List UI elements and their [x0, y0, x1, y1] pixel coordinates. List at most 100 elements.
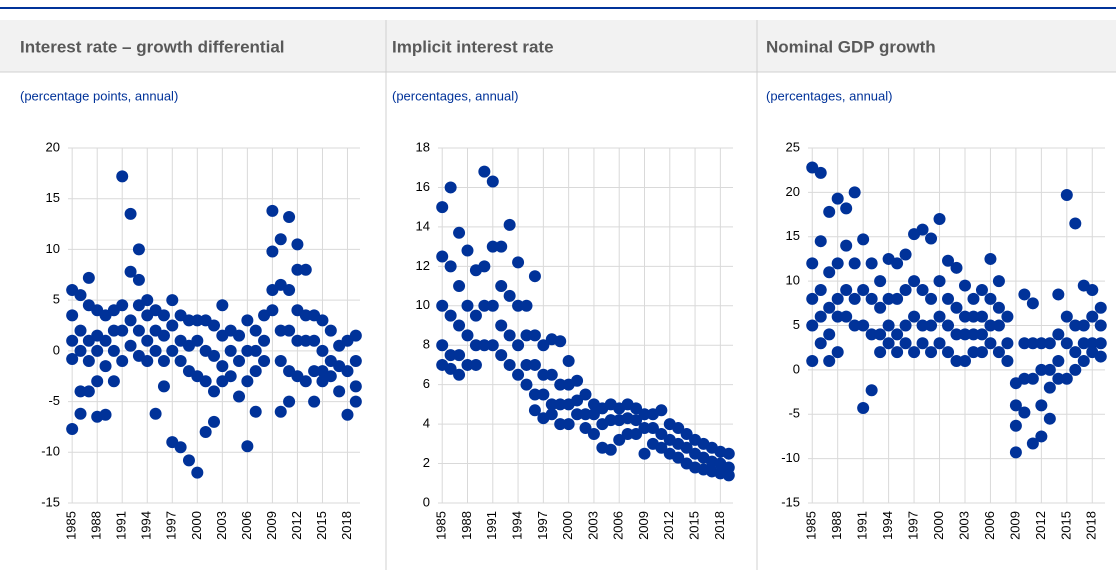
- point: [857, 319, 870, 332]
- point: [495, 240, 508, 253]
- point: [182, 314, 195, 327]
- point: [82, 385, 95, 398]
- point: [992, 319, 1005, 332]
- point: [848, 292, 861, 305]
- point: [266, 245, 279, 258]
- y-tick-label: 15: [46, 190, 60, 205]
- panel-subtitle: (percentages, annual): [766, 88, 892, 103]
- point: [308, 334, 321, 347]
- point: [933, 310, 946, 323]
- point: [469, 309, 482, 322]
- point: [545, 368, 558, 381]
- point: [349, 380, 362, 393]
- x-tick-label: 1997: [906, 511, 921, 540]
- point: [520, 378, 533, 391]
- point: [916, 284, 929, 296]
- point: [1060, 310, 1073, 323]
- x-tick-label: 1997: [535, 511, 550, 540]
- x-tick-label: 2003: [956, 511, 971, 540]
- x-tick-label: 1985: [434, 511, 449, 540]
- point: [453, 226, 466, 239]
- point: [503, 289, 516, 302]
- y-tick-label: 20: [786, 184, 800, 199]
- point: [958, 328, 971, 341]
- point: [141, 334, 154, 347]
- point: [992, 275, 1005, 288]
- x-tick-label: 2003: [585, 511, 600, 540]
- x-tick-label: 1994: [139, 511, 154, 540]
- point: [308, 395, 321, 408]
- point: [680, 441, 693, 454]
- point: [840, 310, 853, 323]
- point: [1009, 399, 1022, 412]
- x-tick-label: 1997: [164, 511, 179, 540]
- panel-subtitle: (percentages, annual): [392, 88, 518, 103]
- point: [840, 202, 853, 215]
- x-tick-label: 2018: [712, 511, 727, 540]
- y-tick-label: 8: [423, 337, 430, 352]
- point: [66, 309, 79, 322]
- point: [444, 309, 457, 322]
- point: [655, 427, 668, 440]
- point: [891, 292, 904, 305]
- point: [967, 310, 980, 323]
- point: [316, 344, 329, 357]
- point: [1009, 446, 1022, 459]
- point: [66, 352, 79, 365]
- point: [141, 355, 154, 367]
- point: [823, 266, 836, 279]
- y-tick-label: -5: [48, 393, 60, 408]
- point: [933, 213, 946, 225]
- point: [975, 310, 988, 323]
- point: [528, 329, 541, 342]
- point: [908, 346, 921, 359]
- point: [967, 328, 980, 341]
- point: [823, 328, 836, 341]
- point: [249, 324, 262, 337]
- x-tick-label: 1988: [829, 511, 844, 540]
- point: [436, 250, 449, 263]
- point: [933, 337, 946, 350]
- y-tick-label: 4: [423, 416, 430, 431]
- x-tick-label: 2003: [214, 511, 229, 540]
- point: [537, 388, 550, 401]
- point: [975, 328, 988, 341]
- point: [587, 427, 600, 440]
- y-tick-label: -15: [781, 494, 800, 509]
- point: [579, 422, 592, 435]
- point: [249, 365, 262, 378]
- point: [621, 427, 634, 440]
- point: [208, 385, 220, 398]
- point: [199, 375, 212, 388]
- point: [831, 257, 844, 270]
- point: [942, 346, 955, 359]
- point: [638, 408, 651, 421]
- point: [992, 346, 1005, 359]
- point: [958, 310, 971, 323]
- point: [74, 344, 87, 357]
- point: [266, 304, 279, 317]
- point: [916, 319, 929, 332]
- point: [478, 299, 491, 312]
- point: [1035, 430, 1048, 443]
- point: [1094, 337, 1107, 350]
- point: [341, 365, 354, 378]
- point: [1069, 319, 1082, 332]
- point: [587, 408, 600, 421]
- point: [554, 378, 567, 391]
- point: [258, 334, 271, 347]
- point: [916, 223, 929, 236]
- x-tick-label: 1991: [855, 511, 870, 540]
- point: [132, 273, 145, 286]
- point: [124, 314, 137, 327]
- point: [149, 344, 162, 357]
- point: [925, 292, 938, 305]
- x-tick-label: 2015: [687, 511, 702, 540]
- y-tick-label: 10: [786, 273, 800, 288]
- point: [925, 232, 938, 245]
- panel-title: Interest rate – growth differential: [20, 37, 285, 56]
- point: [1026, 297, 1039, 310]
- point: [1052, 328, 1065, 341]
- x-tick-label: 2012: [1033, 511, 1048, 540]
- point: [208, 349, 220, 362]
